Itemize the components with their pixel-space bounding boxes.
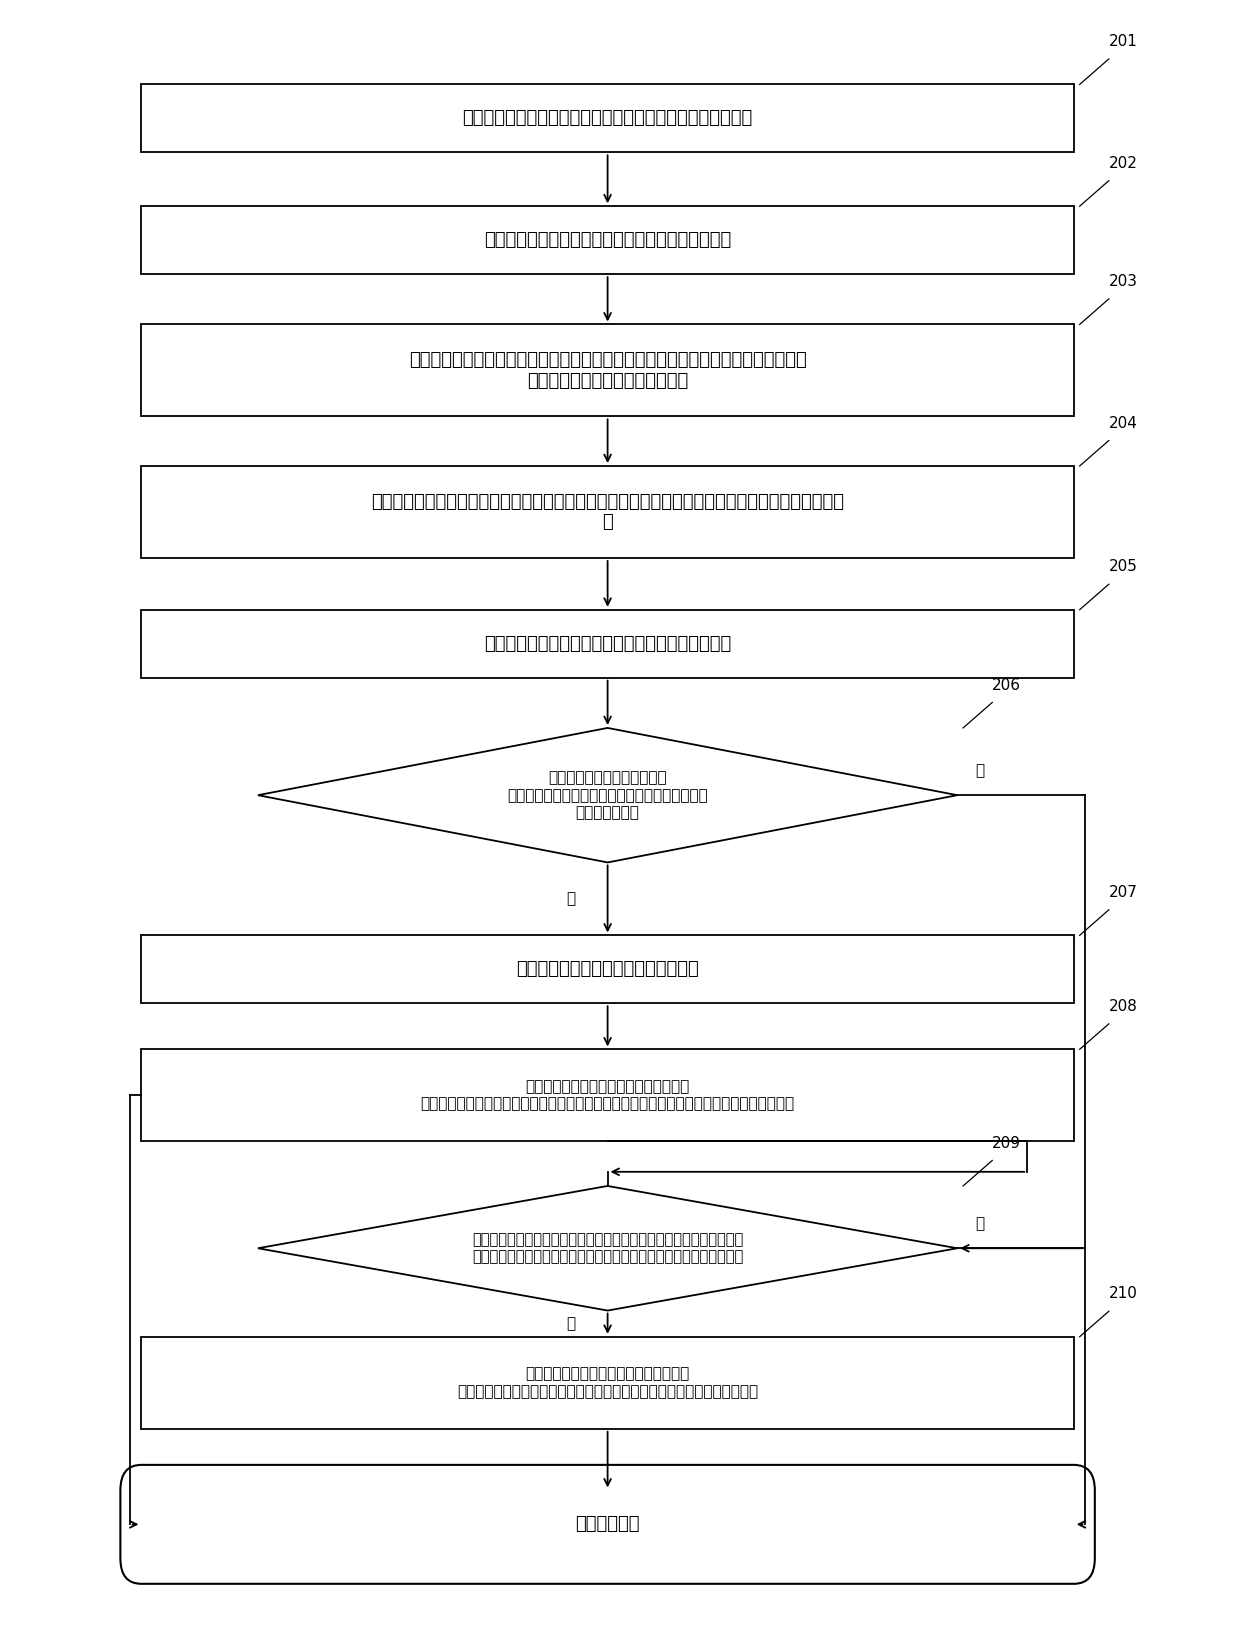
Text: 否: 否 <box>565 1316 575 1331</box>
Text: 206: 206 <box>992 677 1022 692</box>
Bar <box>141 466 1074 558</box>
Text: 结束本次流程: 结束本次流程 <box>575 1515 640 1533</box>
Bar <box>141 206 1074 273</box>
Bar <box>141 935 1074 1003</box>
Bar <box>141 1049 1074 1141</box>
Text: 是: 是 <box>975 1215 983 1232</box>
Text: 胎压监控智能型天线系统判断
目标天线监测到测试信号的信号强度值是否处于正
常强度值范围内: 胎压监控智能型天线系统判断 目标天线监测到测试信号的信号强度值是否处于正 常强度… <box>507 771 708 820</box>
Text: 205: 205 <box>1109 560 1137 575</box>
Polygon shape <box>258 728 957 863</box>
Bar <box>141 84 1074 153</box>
Text: 204: 204 <box>1109 415 1137 430</box>
Bar <box>141 609 1074 677</box>
Text: 行车监控系统检测到车辆启动时，向车辆控制器发送广播指令: 行车监控系统检测到车辆启动时，向车辆控制器发送广播指令 <box>463 109 753 127</box>
Text: 是: 是 <box>975 763 983 777</box>
Text: 车辆控制器在接收到上述广播指令时，广播测试信号: 车辆控制器在接收到上述广播指令时，广播测试信号 <box>484 231 732 249</box>
Polygon shape <box>258 1186 957 1311</box>
Text: 208: 208 <box>1109 1000 1137 1015</box>
Text: 胎压监控智能型天线系统输出警报提示: 胎压监控智能型天线系统输出警报提示 <box>516 960 699 978</box>
Text: 202: 202 <box>1109 156 1137 171</box>
Text: 胎压监控智能型天线系统判断目标天线监测到上述测试信号的信号强度
值是否为至少一个天线中监测到上述测试信号的信号强度值最高的天线: 胎压监控智能型天线系统判断目标天线监测到上述测试信号的信号强度 值是否为至少一个… <box>472 1232 743 1265</box>
Text: 210: 210 <box>1109 1286 1137 1301</box>
Text: 车辆控制器按照预设间隔时间定时广播上述测试信号: 车辆控制器按照预设间隔时间定时广播上述测试信号 <box>484 634 732 652</box>
Text: 201: 201 <box>1109 35 1137 49</box>
Text: 否: 否 <box>565 891 575 906</box>
Text: 209: 209 <box>992 1135 1022 1151</box>
Text: 胎压监控智能型天线系统利用上述目标天线将监控到的车辆胎压信息发送给所述行车监控系统进行显
示: 胎压监控智能型天线系统利用上述目标天线将监控到的车辆胎压信息发送给所述行车监控系… <box>371 492 844 532</box>
Bar <box>141 324 1074 417</box>
Text: 207: 207 <box>1109 884 1137 899</box>
FancyBboxPatch shape <box>120 1464 1095 1584</box>
Text: 胎压监控智能型天线系统重新在至少一个
天线中选择监测到上述测试信号的信号强度值最高的某一天线作为目标天线: 胎压监控智能型天线系统重新在至少一个 天线中选择监测到上述测试信号的信号强度值最… <box>458 1367 758 1398</box>
Text: 胎压监控智能型天线系统重新在至少一个
天线中选择监测到上述测试信号的信号强度值处于正常强度值范围内的某一天线作为目标天线: 胎压监控智能型天线系统重新在至少一个 天线中选择监测到上述测试信号的信号强度值处… <box>420 1079 795 1112</box>
Bar <box>141 1337 1074 1428</box>
Text: 胎压监控智能型天线系统利用预设的至少一个天线监测上述测试信号，并从至少一个
天线中选择某一天线作为目标天线: 胎压监控智能型天线系统利用预设的至少一个天线监测上述测试信号，并从至少一个 天线… <box>409 351 806 390</box>
Text: 203: 203 <box>1109 273 1138 288</box>
